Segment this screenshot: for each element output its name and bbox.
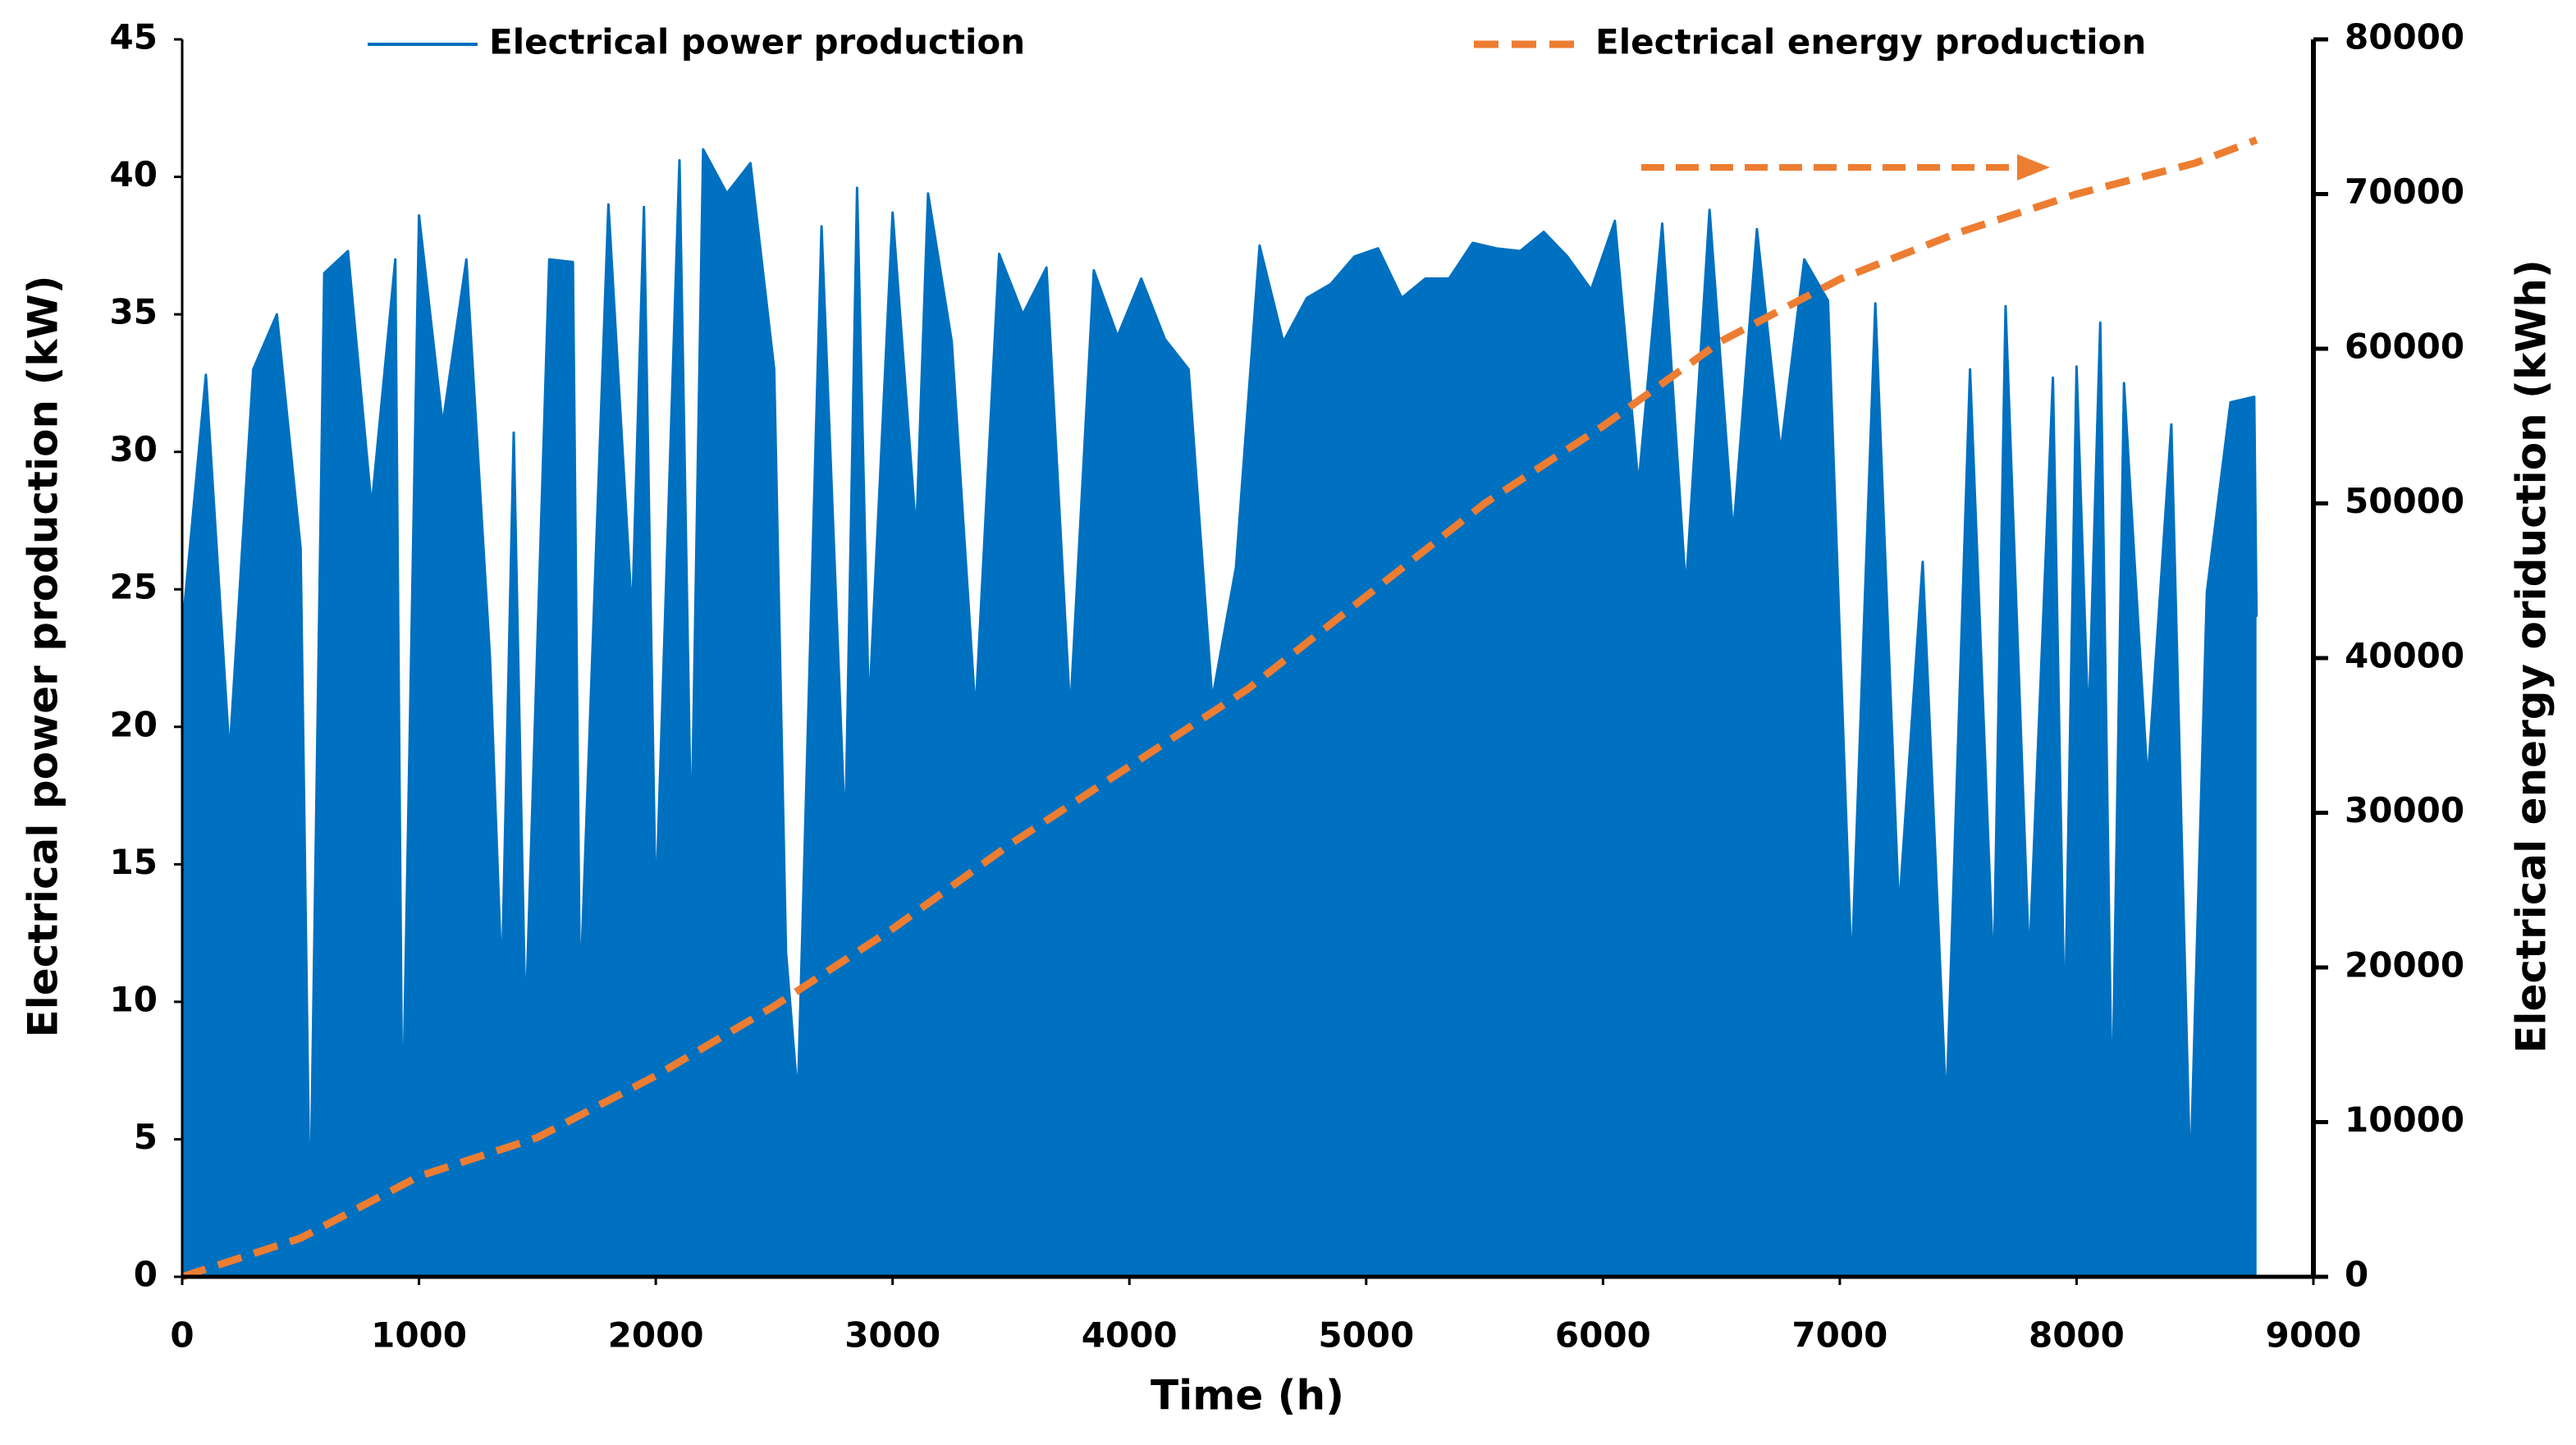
y2-axis-title: Electrical energy oriduction (kWh)	[2508, 259, 2555, 1054]
y2-tick-label: 40000	[2345, 636, 2464, 676]
area	[182, 149, 2257, 1277]
y2-tick-label: 70000	[2345, 171, 2464, 212]
x-tick-label: 5000	[1318, 1315, 1414, 1356]
y2-tick-label: 10000	[2345, 1100, 2464, 1140]
x-axis-title: Time (h)	[1151, 1372, 1344, 1420]
y2-tick-label: 20000	[2345, 945, 2464, 985]
y2-tick-label: 0	[2345, 1255, 2368, 1295]
y-tick-label: 40	[110, 154, 158, 194]
x-tick-label: 0	[170, 1315, 194, 1356]
y-tick-label: 15	[110, 842, 158, 882]
y-tick-label: 20	[110, 704, 158, 744]
y-tick-label: 30	[110, 429, 158, 469]
legend-label: Electrical energy production	[1595, 22, 2146, 62]
series-line	[181, 136, 2258, 1281]
x-tick-label: 8000	[2029, 1315, 2125, 1356]
legend-label: Electrical power production	[489, 22, 1025, 62]
x-tick-label: 4000	[1082, 1315, 1178, 1356]
y2-tick-label: 60000	[2345, 327, 2464, 367]
x-tick-label: 7000	[1791, 1315, 1887, 1356]
y-tick-label: 10	[110, 979, 158, 1019]
x-tick-label: 2000	[608, 1315, 704, 1356]
y-axis-title: Electrical power production (kW)	[20, 275, 67, 1037]
y-tick-label: 25	[110, 567, 158, 607]
y2-tick-label: 80000	[2345, 17, 2464, 57]
y-tick-label: 45	[110, 17, 158, 57]
annotation-arrow	[1641, 154, 2050, 181]
x-tick-label: 6000	[1555, 1315, 1651, 1356]
y-tick-label: 0	[134, 1255, 158, 1295]
y-tick-label: 35	[110, 292, 158, 332]
y2-tick-label: 30000	[2345, 790, 2464, 830]
x-tick-label: 3000	[844, 1315, 940, 1356]
series-line	[181, 148, 2258, 1232]
x-tick-label: 9000	[2266, 1315, 2362, 1356]
y-tick-label: 5	[134, 1117, 158, 1157]
x-tick-label: 1000	[371, 1315, 467, 1356]
arrow-head	[2017, 154, 2050, 181]
y2-tick-label: 50000	[2345, 481, 2464, 521]
